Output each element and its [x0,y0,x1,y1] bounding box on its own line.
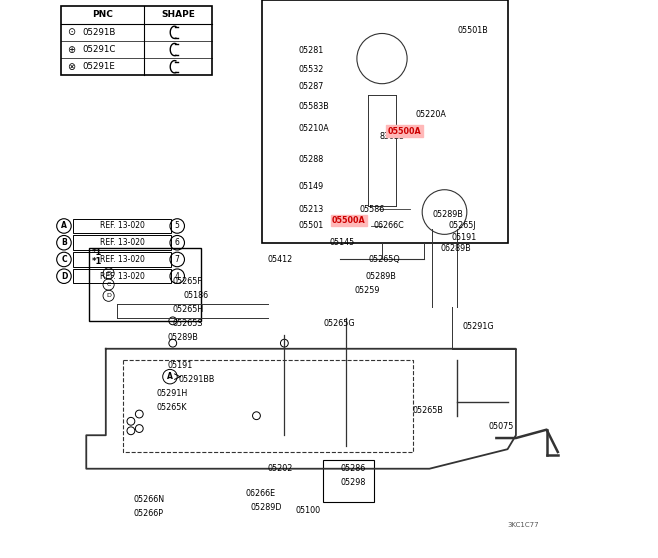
Text: 05289B: 05289B [365,272,396,281]
Text: 05289D: 05289D [251,503,282,512]
Text: SHAPE: SHAPE [161,10,195,19]
Text: D: D [61,272,67,281]
Bar [74,219,171,233]
Text: 3KC1C77: 3KC1C77 [507,522,539,527]
Text: 05266N: 05266N [134,495,164,504]
Text: ⊕: ⊕ [66,45,75,55]
Text: 05265H: 05265H [173,305,204,314]
Text: 05291B: 05291B [82,28,116,37]
Text: 06289B: 06289B [441,244,471,253]
Text: 05288: 05288 [298,155,324,163]
Text: 05265S: 05265S [173,319,203,328]
Text: 05532: 05532 [298,65,324,74]
Text: 05500A: 05500A [332,216,366,225]
Text: C: C [61,255,66,264]
Text: 6: 6 [175,238,180,247]
Text: ⊙: ⊙ [66,27,75,37]
Text: 05412: 05412 [268,255,293,264]
Text: *1: *1 [92,248,102,257]
Text: 05075: 05075 [488,422,513,431]
Text: 05265G: 05265G [324,319,355,328]
Text: 05291BB: 05291BB [178,375,215,384]
Bar [262,0,507,243]
Text: 7: 7 [175,255,180,264]
Text: REF. 13-020: REF. 13-020 [100,255,145,264]
Text: PNC: PNC [92,10,113,19]
Text: 05265J: 05265J [449,222,476,230]
Text: B: B [107,271,111,276]
Text: 05501: 05501 [298,222,324,230]
Text: 05291H: 05291H [156,389,188,398]
Text: 05281: 05281 [298,46,324,55]
Text: 05191: 05191 [167,361,192,370]
Text: 05501B: 05501B [457,26,488,35]
Bar [61,6,212,75]
Bar [74,269,171,283]
Text: 5: 5 [175,222,180,230]
Text: REF. 13-020: REF. 13-020 [100,272,145,281]
Bar [74,252,171,267]
Text: 05266P: 05266P [134,509,164,518]
Text: REF. 13-020: REF. 13-020 [100,238,145,247]
Text: 05500A: 05500A [388,127,421,136]
Text: 05265F: 05265F [173,277,203,286]
Text: 06266C: 06266C [374,222,405,230]
Text: 05291E: 05291E [82,62,115,71]
Text: 05583B: 05583B [298,102,329,110]
Text: 05202: 05202 [268,464,293,473]
Text: ⊗: ⊗ [66,62,75,72]
Text: 05265K: 05265K [156,403,186,412]
Text: 05149: 05149 [298,182,324,191]
Text: 05213: 05213 [298,205,324,214]
Text: 05220A: 05220A [415,110,446,119]
Text: REF. 13-020: REF. 13-020 [100,222,145,230]
Text: 05265Q: 05265Q [368,255,400,264]
Text: 05289B: 05289B [167,333,198,342]
Text: 05191: 05191 [452,233,477,242]
Text: 05291C: 05291C [82,45,116,54]
Text: 4: 4 [175,272,180,281]
Text: 05210A: 05210A [298,124,329,133]
Bar [324,460,374,502]
Text: 05265B: 05265B [413,406,443,415]
Text: A: A [167,372,173,381]
Text: D: D [106,294,111,298]
Text: 05100: 05100 [295,506,320,515]
Text: A: A [61,222,67,230]
Bar [74,235,171,250]
Text: B: B [61,238,67,247]
Bar [89,248,201,321]
Text: 05286: 05286 [340,464,365,473]
Text: 06266E: 06266E [245,489,276,498]
Text: C: C [107,282,111,287]
Text: 05291G: 05291G [463,322,495,331]
Text: 05186: 05186 [184,291,209,300]
Text: 05298: 05298 [340,478,366,487]
Text: 05145: 05145 [329,238,354,247]
Text: 05259: 05259 [354,286,380,295]
Text: *1: *1 [92,257,102,266]
Text: 05586: 05586 [360,205,385,214]
Text: 05289B: 05289B [432,210,463,219]
Text: 05287: 05287 [298,82,324,91]
Text: 83023: 83023 [379,132,405,141]
